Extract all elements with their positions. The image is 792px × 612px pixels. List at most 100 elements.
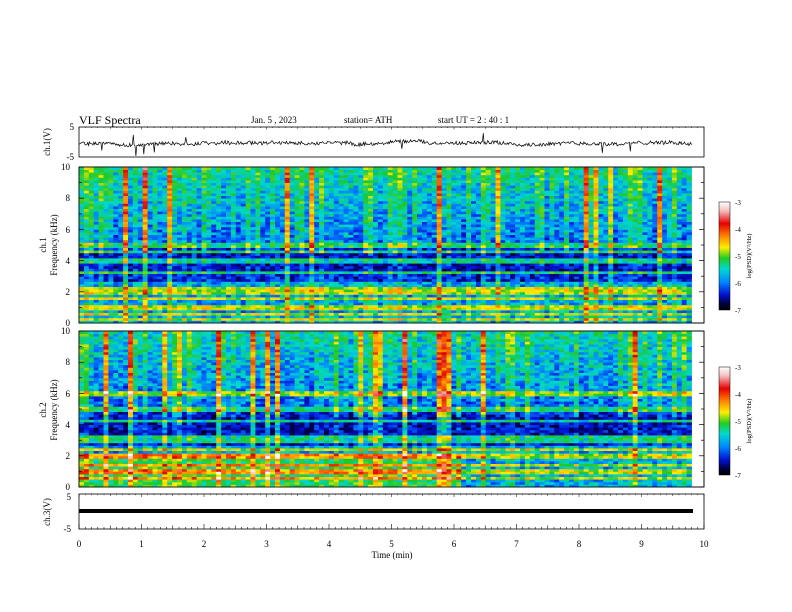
spectrogram-cell — [265, 226, 271, 230]
spectrogram-cell — [490, 276, 496, 280]
spectrogram-cell — [573, 247, 580, 251]
spectrogram-cell — [652, 294, 658, 298]
spectrogram-cell — [216, 239, 222, 243]
spectrogram-cell — [152, 297, 158, 300]
spectrogram-cell — [275, 224, 281, 228]
spectrogram-cell — [240, 271, 246, 274]
spectrogram-cell — [456, 281, 462, 285]
spectrogram-cell — [603, 219, 609, 222]
spectrogram-cell — [338, 234, 344, 238]
spectrogram-cell — [426, 281, 433, 285]
spectrogram-cell — [588, 278, 594, 282]
spectrogram-cell — [637, 286, 643, 290]
spectrogram-cell — [559, 315, 565, 319]
spectrogram-cell — [588, 299, 594, 303]
spectrogram-cell — [569, 237, 575, 241]
spectrogram-cell — [289, 234, 295, 238]
spectrogram-cell — [529, 247, 536, 251]
spectrogram-cell — [475, 258, 482, 261]
spectrogram-cell — [539, 237, 545, 241]
spectrogram-cell — [368, 242, 374, 246]
spectrogram-cell — [627, 239, 634, 243]
spectrogram-cell — [309, 239, 315, 243]
spectrogram-cell — [500, 273, 506, 277]
spectrogram-cell — [123, 255, 129, 259]
spectrogram-cell — [446, 237, 452, 241]
spectrogram-cell — [142, 317, 148, 321]
spectrogram-cell — [613, 278, 619, 282]
spectrogram-cell — [407, 265, 413, 269]
spectrogram-cell — [201, 317, 207, 321]
spectrogram-cell — [446, 234, 452, 238]
spectrogram-cell — [152, 307, 158, 311]
spectrogram-cell — [618, 310, 624, 313]
spectrogram-cell — [392, 258, 398, 261]
spectrogram-cell — [353, 260, 359, 264]
spectrogram-cell — [373, 232, 379, 235]
spectrogram-cell — [314, 268, 320, 272]
spectrogram-cell — [98, 286, 104, 290]
spectrogram-cell — [422, 219, 428, 222]
spectrogram-cell — [294, 281, 300, 285]
spectrogram-cell — [88, 320, 95, 324]
spectrogram-cell — [324, 258, 330, 261]
spectrogram-cell — [108, 312, 114, 316]
spectrogram-cell — [265, 234, 271, 238]
spectrogram-cell — [524, 224, 531, 228]
spectrogram-cell — [167, 312, 173, 316]
spectrogram-cell — [549, 297, 555, 300]
spectrogram-cell — [402, 247, 408, 251]
spectrogram-cell — [113, 299, 119, 303]
spectrogram-cell — [397, 258, 403, 261]
spectrogram-cell — [333, 297, 340, 300]
spectrogram-cell — [461, 234, 467, 238]
spectrogram-cell — [157, 224, 163, 228]
spectrogram-cell — [686, 320, 692, 324]
spectrogram-cell — [564, 232, 570, 235]
spectrogram-cell — [431, 229, 438, 233]
spectrogram-cell — [573, 224, 580, 228]
spectrogram-cell — [422, 284, 428, 287]
spectrogram-cell — [392, 278, 398, 282]
spectrogram-cell — [412, 237, 418, 241]
spectrogram-cell — [637, 310, 643, 313]
spectrogram-cell — [662, 255, 668, 259]
spectrogram-cell — [657, 297, 663, 300]
spectrogram-cell — [671, 260, 678, 264]
spectrogram-cell — [275, 268, 281, 272]
spectrogram-cell — [132, 255, 139, 259]
spectrogram-cell — [299, 273, 305, 277]
spectrogram-cell — [608, 242, 614, 246]
spectrogram-cell — [299, 281, 305, 285]
spectrogram-cell — [573, 291, 580, 295]
spectrogram-cell — [676, 302, 683, 306]
spectrogram-cell — [265, 239, 271, 243]
spectrogram-cell — [686, 232, 692, 235]
spectrogram-cell — [397, 289, 403, 293]
spectrogram-cell — [549, 304, 555, 308]
spectrogram-cell — [368, 265, 374, 269]
spectrogram-cell — [373, 239, 379, 243]
spectrogram-cell — [520, 229, 526, 233]
spectrogram-cell — [137, 239, 144, 243]
spectrogram-cell — [485, 245, 491, 248]
spectrogram-cell — [177, 281, 183, 285]
spectrogram-cell — [402, 315, 408, 319]
spectrogram-cell — [216, 265, 222, 269]
spectrogram-cell — [662, 315, 668, 319]
spectrogram-cell — [554, 229, 560, 233]
spectrogram-cell — [88, 265, 95, 269]
spectrogram-cell — [544, 291, 550, 295]
spectrogram-cell — [186, 307, 193, 311]
spectrogram-cell — [549, 252, 555, 256]
spectrogram-cell — [304, 276, 310, 280]
spectrogram-cell — [328, 281, 335, 285]
spectrogram-cell — [534, 234, 540, 238]
spectrogram-cell — [206, 317, 212, 321]
spectrogram-cell — [270, 312, 276, 316]
spectrogram-cell — [662, 239, 668, 243]
spectrogram-cell — [373, 299, 379, 303]
spectrogram-cell — [461, 302, 467, 306]
spectrogram-cell — [93, 247, 99, 251]
spectrogram-cell — [250, 315, 256, 319]
